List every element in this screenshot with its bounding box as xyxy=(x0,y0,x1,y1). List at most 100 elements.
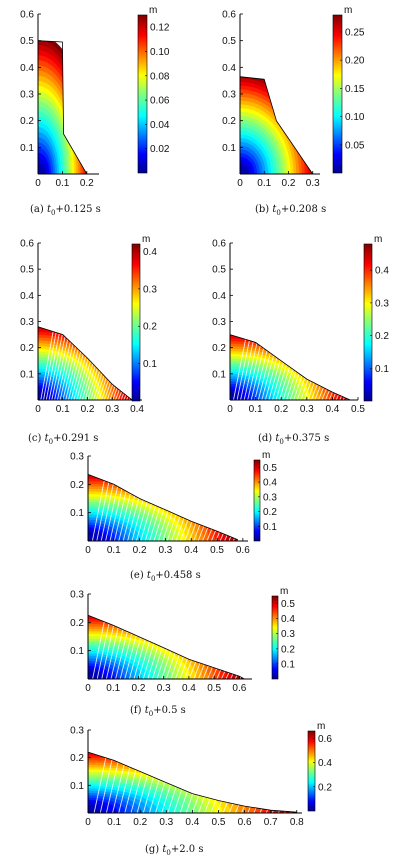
y-tick-label: 0.6 xyxy=(20,239,34,250)
fluid-body xyxy=(88,752,297,813)
y-tick-label: 0.1 xyxy=(20,369,34,380)
y-tick-label: 0.4 xyxy=(222,63,236,74)
x-tick-label: 0.5 xyxy=(207,683,221,694)
colorbar-tick-label: 0.15 xyxy=(345,84,365,95)
colorbar-tick-label: 0.10 xyxy=(150,47,170,58)
chart-panel: 0 0.1 0.2 0.3 0.1 0.2 0.3 0.4 0.5 0.6 m 0.05 0.10 0.1… xyxy=(222,5,365,217)
caption-letter: (e) xyxy=(130,570,147,581)
colorbar-tick-label: 0.05 xyxy=(345,140,365,151)
y-tick-label: 0.1 xyxy=(70,781,84,792)
y-tick-label: 0.6 xyxy=(212,239,226,250)
colorbar-unit-label: m xyxy=(344,5,352,16)
y-tick-label: 0.3 xyxy=(222,90,236,101)
y-tick-label: 0.4 xyxy=(212,291,226,302)
caption-letter: (c) xyxy=(28,433,45,444)
x-tick-label: 0.2 xyxy=(133,545,147,556)
y-tick-label: 0.3 xyxy=(70,452,84,463)
x-tick-label: 0.3 xyxy=(105,404,119,415)
colorbar-tick-label: 0.2 xyxy=(281,644,295,655)
caption-time-symbol: t xyxy=(47,204,52,215)
y-tick-label: 0.6 xyxy=(222,10,236,21)
colorbar xyxy=(131,243,141,402)
caption-time-symbol: t xyxy=(162,844,167,855)
y-tick-label: 0.4 xyxy=(20,63,34,74)
fluid-body xyxy=(88,615,245,679)
colorbar-tick-label: 0.20 xyxy=(345,56,365,67)
y-tick-label: 0.2 xyxy=(70,753,84,764)
caption-letter: (a) xyxy=(30,204,47,215)
chart-panel: 0 0.1 0.2 0.3 0.4 0.5 0.6 0.1 0.2 0.3 m 0.1 0.2 0.3 0.… xyxy=(70,450,277,583)
caption-letter: (f) xyxy=(130,705,145,716)
y-tick-label: 0.1 xyxy=(70,508,84,519)
colorbar xyxy=(332,14,343,174)
colorbar-tick-label: 0.3 xyxy=(143,284,157,295)
x-tick-label: 0 xyxy=(227,404,233,415)
caption-time-subscript: 0 xyxy=(279,438,283,446)
caption-time-subscript: 0 xyxy=(166,849,170,857)
x-tick-label: 0.2 xyxy=(133,817,147,828)
caption-time-offset: +0.125 s xyxy=(55,204,100,215)
colorbar-tick-label: 0.02 xyxy=(150,144,170,155)
chart-panel: 0 0.1 0.2 0.3 0.4 0.5 0.1 0.2 0.3 0.4 0.5 0.6 m 0.1 0.… xyxy=(212,234,389,446)
y-tick-label: 0.3 xyxy=(70,590,84,601)
colorbar xyxy=(137,14,148,174)
x-tick-label: 0.4 xyxy=(325,404,339,415)
colorbar-tick-label: 0.3 xyxy=(375,298,389,309)
x-tick-label: 0.6 xyxy=(238,817,252,828)
caption-time-subscript: 0 xyxy=(49,438,53,446)
x-tick-label: 0.1 xyxy=(257,178,271,189)
y-tick-label: 0.1 xyxy=(70,646,84,657)
free-surface-line xyxy=(87,614,245,680)
caption-time-subscript: 0 xyxy=(51,209,55,217)
x-tick-label: 0.2 xyxy=(81,404,95,415)
colorbar xyxy=(253,459,261,542)
y-tick-label: 0.3 xyxy=(70,726,84,737)
caption-time-symbol: t xyxy=(145,705,150,716)
free-surface-line xyxy=(239,76,314,175)
free-surface-line xyxy=(229,334,351,401)
y-tick-label: 0.5 xyxy=(222,36,236,47)
caption-time-symbol: t xyxy=(275,433,280,444)
colorbar-tick-label: 0.2 xyxy=(318,782,332,793)
y-tick-label: 0.2 xyxy=(20,343,34,354)
caption-time-symbol: t xyxy=(45,433,50,444)
caption-letter: (g) xyxy=(145,844,162,855)
y-tick-label: 0.2 xyxy=(70,618,84,629)
colorbar-tick-label: 0.12 xyxy=(150,23,170,34)
y-tick-label: 0.1 xyxy=(20,143,34,154)
colorbar-tick-label: 0.08 xyxy=(150,71,170,82)
colorbar-tick-label: 0.2 xyxy=(263,507,277,518)
colorbar-tick-label: 0.06 xyxy=(150,96,170,107)
x-tick-label: 0.4 xyxy=(185,817,199,828)
panel-caption: (g) t0+2.0 s xyxy=(145,844,203,857)
caption-time-symbol: t xyxy=(272,204,277,215)
caption-time-offset: +2.0 s xyxy=(171,844,204,855)
x-tick-label: 0.1 xyxy=(106,683,120,694)
x-tick-label: 0.7 xyxy=(264,817,278,828)
fluid-body xyxy=(88,474,238,541)
caption-time-offset: +0.208 s xyxy=(281,204,326,215)
colorbar-unit-label: m xyxy=(262,450,270,461)
x-tick-label: 0.1 xyxy=(107,545,121,556)
y-tick-label: 0.3 xyxy=(20,90,34,101)
colorbar-tick-label: 0.3 xyxy=(263,492,277,503)
colorbar-tick-label: 0.3 xyxy=(281,629,295,640)
y-tick-label: 0.2 xyxy=(222,116,236,127)
y-tick-label: 0.4 xyxy=(20,291,34,302)
x-tick-label: 0.2 xyxy=(80,178,94,189)
chart-panel: 0 0.1 0.2 0.3 0.4 0.5 0.6 0.7 0.8 0.1 0.2 0.3 m 0.2 0.… xyxy=(70,721,332,857)
x-tick-label: 0 xyxy=(85,683,91,694)
panel-caption: (b) t0+0.208 s xyxy=(255,204,326,217)
colorbar xyxy=(363,243,373,402)
y-tick-label: 0.6 xyxy=(20,10,34,21)
colorbar-tick-label: 0.25 xyxy=(345,27,365,38)
x-tick-label: 0.1 xyxy=(107,817,121,828)
colorbar-unit-label: m xyxy=(374,234,382,245)
x-tick-label: 0 xyxy=(85,817,91,828)
free-surface-line xyxy=(87,751,297,813)
x-tick-label: 0.2 xyxy=(282,178,296,189)
caption-time-subscript: 0 xyxy=(149,710,153,718)
x-tick-label: 0.3 xyxy=(158,545,172,556)
y-tick-label: 0.3 xyxy=(20,317,34,328)
